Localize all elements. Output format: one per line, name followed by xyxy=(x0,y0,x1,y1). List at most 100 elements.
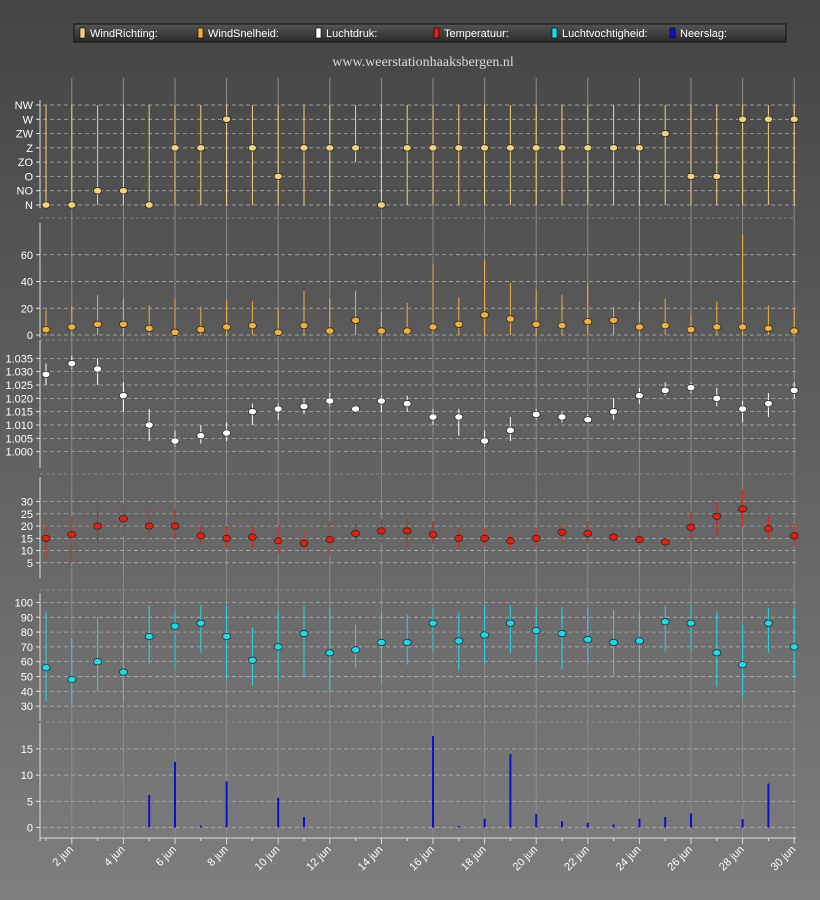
data-point xyxy=(738,323,747,331)
y-tick-label: NO xyxy=(17,186,34,198)
data-point xyxy=(454,534,464,542)
data-point xyxy=(377,527,386,535)
data-point xyxy=(428,531,438,539)
data-point xyxy=(222,534,231,542)
data-point xyxy=(325,535,335,544)
data-point xyxy=(635,323,644,331)
y-tick-label: 1.015 xyxy=(5,407,33,419)
data-point xyxy=(377,201,386,209)
data-point xyxy=(609,533,618,541)
data-point xyxy=(789,327,799,335)
data-point xyxy=(660,618,670,626)
data-point xyxy=(351,316,360,324)
data-point xyxy=(41,534,51,542)
data-point xyxy=(351,646,360,654)
data-point xyxy=(609,144,618,152)
legend-label: Temperatuur: xyxy=(444,28,509,40)
data-point xyxy=(789,115,799,123)
data-point xyxy=(67,531,77,539)
data-point xyxy=(506,315,515,323)
legend-swatch xyxy=(79,27,86,39)
data-point xyxy=(222,323,231,331)
data-point xyxy=(93,522,102,530)
data-point xyxy=(557,528,567,536)
data-point xyxy=(170,622,180,630)
data-point xyxy=(557,630,567,638)
y-tick-label: 50 xyxy=(21,672,33,684)
data-point xyxy=(454,413,464,421)
data-point xyxy=(402,638,412,646)
y-tick-label: 1.005 xyxy=(5,433,33,445)
legend-swatch xyxy=(315,27,322,39)
panel-5: 30 40 50 60 70 80 90 100 xyxy=(15,593,799,721)
y-tick-label: 1.020 xyxy=(5,393,33,405)
data-point xyxy=(325,649,335,657)
y-tick-label: 10 xyxy=(21,770,33,782)
data-point xyxy=(738,505,747,513)
data-point xyxy=(93,365,102,373)
y-tick-label: 30 xyxy=(21,497,33,509)
data-point xyxy=(402,527,412,535)
data-point xyxy=(660,386,670,394)
data-point xyxy=(119,515,128,523)
data-point xyxy=(764,324,773,332)
y-tick-label: 30 xyxy=(21,701,33,713)
data-point xyxy=(119,668,128,676)
data-point xyxy=(67,323,77,331)
y-tick-label: 5 xyxy=(27,558,33,570)
data-point xyxy=(144,324,154,332)
legend-label: Luchtvochtigheid: xyxy=(562,28,648,40)
data-point xyxy=(531,627,541,635)
legend-swatch xyxy=(669,27,676,39)
y-tick-label: 15 xyxy=(21,744,33,756)
data-point xyxy=(248,408,257,416)
data-point xyxy=(480,144,489,152)
y-tick-label: ZO xyxy=(18,157,34,169)
data-point xyxy=(196,326,206,334)
data-point xyxy=(377,397,386,405)
data-point xyxy=(67,360,77,368)
y-tick-label: 1.010 xyxy=(5,420,33,432)
data-point xyxy=(480,437,489,445)
data-point xyxy=(712,172,722,180)
y-tick-label: 1.000 xyxy=(5,447,33,459)
data-point xyxy=(660,322,670,330)
data-point xyxy=(686,172,696,180)
data-point xyxy=(506,426,515,434)
y-tick-label: 40 xyxy=(21,686,33,698)
plot-area: NNOOZOZZWWNW02040601.0001.0051.0101.0151… xyxy=(5,78,799,841)
panel-6: 0 5 10 15 xyxy=(21,723,796,841)
data-point xyxy=(428,413,438,421)
data-point xyxy=(764,524,773,533)
data-point xyxy=(557,144,567,152)
y-tick-label: 1.030 xyxy=(5,367,33,379)
data-point xyxy=(454,144,464,152)
y-tick-label: 15 xyxy=(21,533,33,545)
data-point xyxy=(93,187,102,195)
data-point xyxy=(170,522,180,530)
y-tick-label: N xyxy=(25,200,33,212)
data-point xyxy=(67,201,77,209)
legend-swatch xyxy=(433,27,440,39)
y-tick-label: 0 xyxy=(27,823,33,835)
data-point xyxy=(764,619,773,627)
data-point xyxy=(325,397,335,405)
data-point xyxy=(402,400,412,408)
data-point xyxy=(454,637,464,645)
data-point xyxy=(170,328,180,336)
data-point xyxy=(531,320,541,328)
data-point xyxy=(41,664,51,672)
data-point xyxy=(480,631,489,639)
data-point xyxy=(712,512,722,520)
data-point xyxy=(531,144,541,152)
legend-label: Neerslag: xyxy=(680,28,727,40)
y-tick-label: 90 xyxy=(21,612,33,624)
data-point xyxy=(506,537,515,545)
data-point xyxy=(67,675,77,684)
data-point xyxy=(686,384,696,392)
data-point xyxy=(660,538,670,546)
data-point xyxy=(583,318,593,326)
data-point xyxy=(351,529,360,537)
